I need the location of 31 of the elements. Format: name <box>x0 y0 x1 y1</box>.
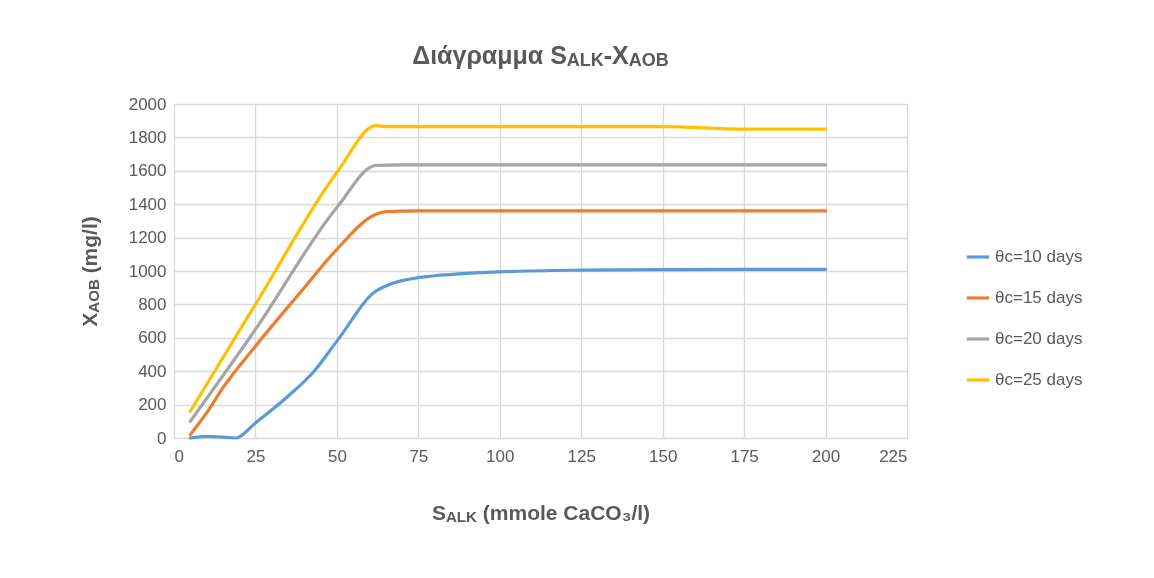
y-tick-label: 1400 <box>128 194 167 214</box>
x-axis-title: S$_{ALK}$ (mmole CaCO₃/l) <box>431 500 651 525</box>
y-tick-label: 1800 <box>128 127 167 147</box>
x-tick-label: 75 <box>409 446 429 466</box>
y-tick-label: 600 <box>138 328 167 348</box>
y-tick-label: 1600 <box>128 161 167 181</box>
x-tick-label: 125 <box>567 446 596 466</box>
y-tick-label: 1000 <box>128 261 167 281</box>
x-tick-label: 25 <box>246 446 266 466</box>
legend-label: θc=20 days <box>995 329 1083 348</box>
x-tick-label: 200 <box>811 446 841 466</box>
line-series <box>188 124 828 413</box>
line-series <box>188 267 828 440</box>
chart-title: Διάγραμμα S$_{ALK}$-X$_{AOB}$ <box>412 41 669 71</box>
legend-label: θc=15 days <box>995 288 1083 307</box>
y-tick-label: 200 <box>138 395 167 415</box>
y-tick-label: 0 <box>157 428 167 448</box>
x-tick-label: 50 <box>327 446 347 466</box>
y-tick-label: 800 <box>138 294 167 314</box>
legend-label: θc=10 days <box>995 247 1083 266</box>
x-tick-label: 150 <box>648 446 678 466</box>
line-series <box>188 163 828 423</box>
y-tick-label: 2000 <box>128 94 167 114</box>
x-tick-label: 225 <box>879 446 908 466</box>
line-series <box>188 209 828 437</box>
y-tick-label: 1200 <box>128 228 167 248</box>
y-tick-label: 400 <box>138 361 167 381</box>
x-tick-label: 100 <box>486 446 515 466</box>
legend-label: θc=25 days <box>995 370 1083 389</box>
x-tick-label: 175 <box>730 446 759 466</box>
x-tick-label: 0 <box>174 446 184 466</box>
